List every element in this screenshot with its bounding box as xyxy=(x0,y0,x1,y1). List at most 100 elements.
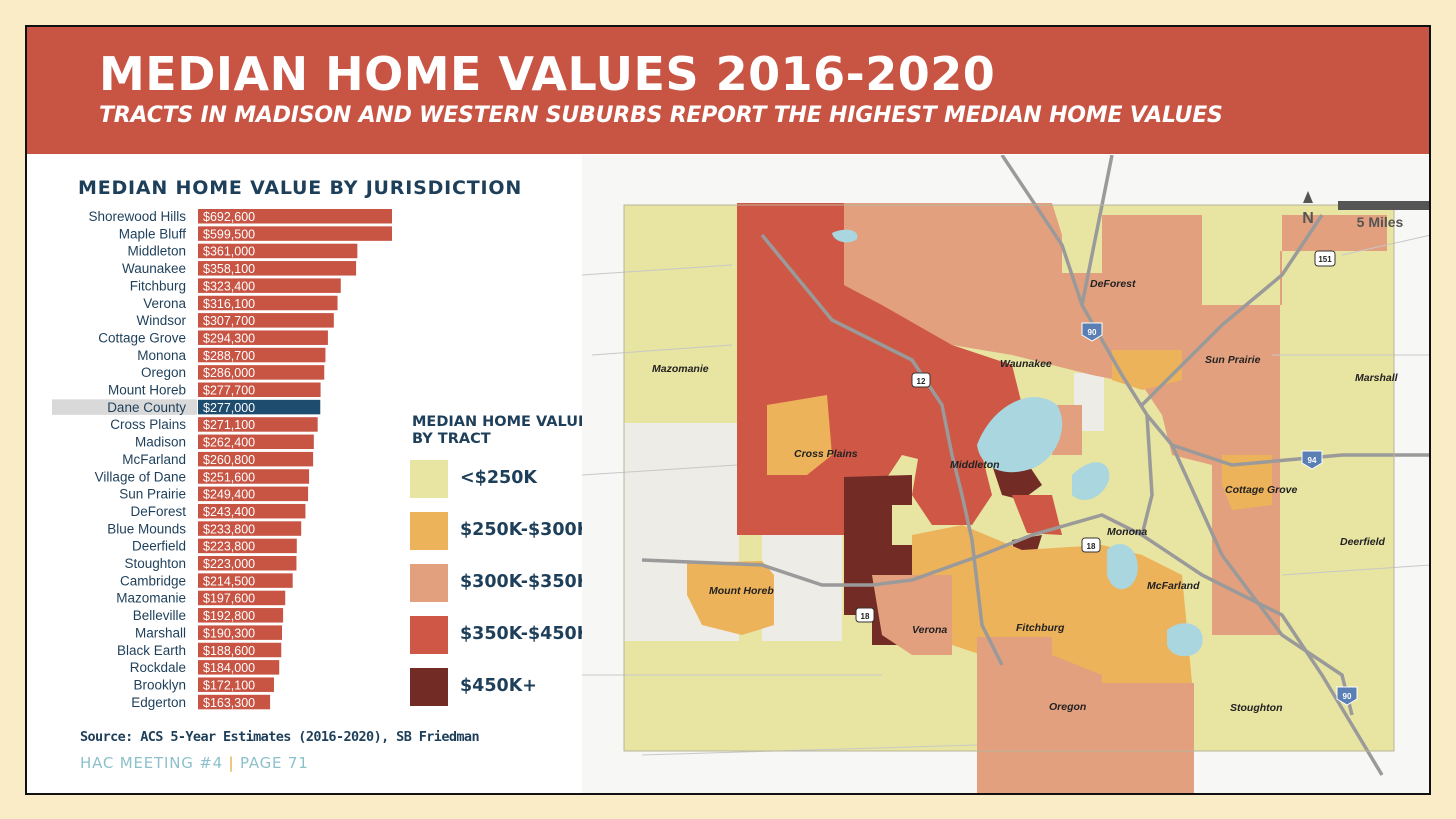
category-label: Village of Dane xyxy=(95,469,186,484)
category-label: Madison xyxy=(135,435,186,450)
bar xyxy=(198,486,309,502)
svg-text:18: 18 xyxy=(861,612,870,621)
bar xyxy=(198,521,302,536)
value-label: $223,000 xyxy=(203,557,255,571)
category-label: Verona xyxy=(143,296,186,311)
value-label: $277,000 xyxy=(203,401,255,415)
us-shield-151: 151 xyxy=(1314,250,1336,267)
value-label: $288,700 xyxy=(203,349,255,363)
value-label: $323,400 xyxy=(203,279,255,293)
legend-title-line-1: MEDIAN HOME VALUE xyxy=(412,414,588,430)
category-label: Black Earth xyxy=(117,643,186,658)
place-label-stoughton: Stoughton xyxy=(1230,702,1282,714)
svg-text:18: 18 xyxy=(1087,542,1096,551)
category-label: Mount Horeb xyxy=(108,383,186,398)
bar xyxy=(198,469,310,484)
bar xyxy=(198,330,328,345)
bar xyxy=(198,399,321,415)
north-arrow-icon xyxy=(1303,191,1313,203)
legend-item-250k-300k: $250K-$300K xyxy=(410,512,610,550)
category-label: Monona xyxy=(137,348,186,363)
legend-item-lt-250k: <$250K xyxy=(410,460,610,498)
place-label-fitchburg: Fitchburg xyxy=(1016,622,1065,634)
value-label: $184,000 xyxy=(203,661,255,675)
legend-label: $450K+ xyxy=(460,676,537,696)
page-subtitle: TRACTS IN MADISON AND WESTERN SUBURBS RE… xyxy=(99,103,1223,128)
value-label: $190,300 xyxy=(203,626,255,640)
tract-region xyxy=(1012,495,1062,535)
category-label: Maple Bluff xyxy=(119,226,187,241)
highway-151 xyxy=(1140,214,1324,407)
scale-label: 5 Miles xyxy=(1357,214,1404,230)
category-label: DeForest xyxy=(130,504,186,519)
small-lake xyxy=(832,229,858,243)
tract-region xyxy=(1112,350,1182,390)
place-label-mazomanie: Mazomanie xyxy=(652,363,709,375)
lake-monona xyxy=(1072,462,1110,500)
lake-mendota xyxy=(977,397,1063,473)
category-label: Middleton xyxy=(127,244,186,259)
category-label: Blue Mounds xyxy=(107,521,186,536)
value-label: $599,500 xyxy=(203,227,255,241)
bar xyxy=(198,660,280,675)
value-label: $358,100 xyxy=(203,262,255,276)
value-label: $223,800 xyxy=(203,540,255,554)
category-label: Deerfield xyxy=(132,539,186,554)
value-label: $316,100 xyxy=(203,297,255,311)
bar xyxy=(198,382,321,397)
place-label-deerfield: Deerfield xyxy=(1340,536,1386,548)
value-label: $197,600 xyxy=(203,592,255,606)
bar xyxy=(198,313,334,328)
category-label: Dane County xyxy=(107,400,186,415)
value-label: $188,600 xyxy=(203,644,255,658)
svg-text:151: 151 xyxy=(1318,255,1332,264)
north-label: N xyxy=(1302,210,1314,227)
legend-item-350k-450k: $350K-$450K xyxy=(410,616,610,654)
legend-title-line-2: BY TRACT xyxy=(412,431,491,447)
bar xyxy=(198,573,293,588)
bar xyxy=(198,261,357,276)
place-label-cottage-grove: Cottage Grove xyxy=(1225,484,1298,496)
us-shield-18-west: 18 xyxy=(855,607,875,623)
bar xyxy=(198,278,341,293)
interstate-shield-90-south: 90 xyxy=(1336,686,1358,706)
bar-chart: Shorewood Hills $692,600 Maple Bluff $599,5… xyxy=(52,209,392,710)
legend-label: $300K-$350K xyxy=(460,572,591,592)
legend-swatch xyxy=(410,564,448,602)
north-arrow: N xyxy=(1302,191,1314,227)
category-label: Rockdale xyxy=(130,660,186,675)
legend-swatch xyxy=(410,616,448,654)
lake-waubesa xyxy=(1107,544,1138,590)
value-label: $294,300 xyxy=(203,331,255,345)
category-label: Marshall xyxy=(135,625,186,640)
svg-text:12: 12 xyxy=(917,377,926,386)
tract-region xyxy=(1222,455,1272,510)
place-label-mcfarland: McFarland xyxy=(1147,580,1200,592)
chart-title: MEDIAN HOME VALUE BY JURISDICTION xyxy=(78,177,523,199)
category-label: Shorewood Hills xyxy=(88,209,186,224)
place-label-cross-plains: Cross Plains xyxy=(794,448,858,460)
bar xyxy=(198,365,325,380)
footer-meeting: HAC MEETING #4 xyxy=(80,754,223,772)
footer: HAC MEETING #4 | PAGE 71 xyxy=(80,754,309,772)
category-label: Oregon xyxy=(141,365,186,380)
bar xyxy=(198,295,338,311)
bar xyxy=(198,677,274,692)
category-label: Cottage Grove xyxy=(98,330,186,345)
bar xyxy=(198,608,284,623)
interstate-90-north xyxy=(1080,155,1114,306)
legend-swatch xyxy=(410,668,448,706)
tract-map: Mazomanie DeForest Waunakee Sun Prairie … xyxy=(582,155,1429,793)
category-label: Cross Plains xyxy=(110,417,186,432)
value-label: $233,800 xyxy=(203,522,255,536)
footer-page: PAGE 71 xyxy=(239,754,309,772)
value-label: $277,700 xyxy=(203,384,255,398)
bar xyxy=(198,503,306,519)
local-roads xyxy=(582,234,1429,756)
legend-swatch xyxy=(410,460,448,498)
tract-region xyxy=(844,203,1387,635)
bar xyxy=(198,625,283,640)
place-label-sun-prairie: Sun Prairie xyxy=(1205,354,1261,366)
value-label: $307,700 xyxy=(203,314,255,328)
legend-item-450k-plus: $450K+ xyxy=(410,668,610,706)
